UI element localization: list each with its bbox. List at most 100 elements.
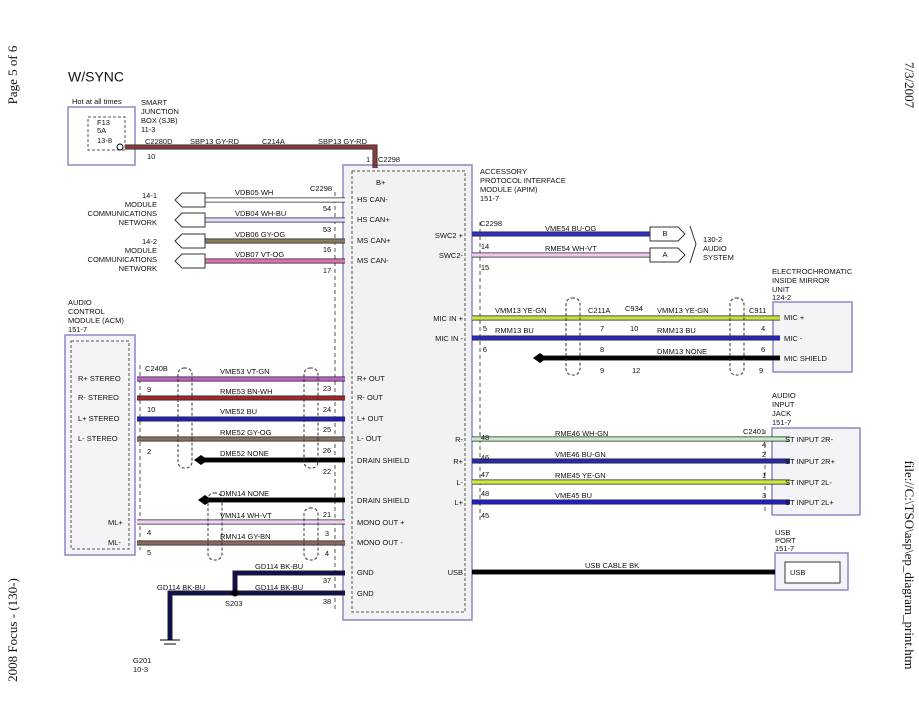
pin-number: 26 xyxy=(323,446,331,455)
label: NETWORK xyxy=(119,264,157,273)
label: ELECTROCHROMATIC xyxy=(772,267,853,276)
pin-label: R- OUT xyxy=(357,393,383,402)
label: C2401 xyxy=(743,427,765,436)
acm-inner xyxy=(70,340,130,550)
label: 151-7 xyxy=(480,194,499,203)
pin-number: 1 xyxy=(762,471,766,480)
bracket xyxy=(689,225,697,264)
connector-label: B xyxy=(662,229,667,238)
pin-label: MONO OUT - xyxy=(357,538,403,547)
label: SMART xyxy=(141,98,168,107)
pin-number: 54 xyxy=(323,204,331,213)
network-connector xyxy=(174,212,206,228)
label: MODULE xyxy=(125,200,157,209)
pin-number: 8 xyxy=(600,345,604,354)
wire-label: VMN14 WH-VT xyxy=(220,511,272,520)
pin-number: 2 xyxy=(762,450,766,459)
shield xyxy=(565,297,581,376)
margin-vehicle: 2008 Focus - (130-) xyxy=(5,578,20,682)
margin-date: 7/3/2007 xyxy=(902,62,917,109)
pin-number: 4 xyxy=(761,324,765,333)
wire-label: VDB07 VT-OG xyxy=(235,250,284,259)
wire-label: GD114 BK-BU xyxy=(157,583,205,592)
shield xyxy=(303,367,319,469)
pin-number: 17 xyxy=(323,266,331,275)
wire-label: RME54 WH-VT xyxy=(545,244,597,253)
wire-outline xyxy=(125,144,378,168)
pin-label: ST INPUT 2L- xyxy=(785,478,832,487)
pin-label: L+ STEREO xyxy=(78,414,120,423)
pin-number: 4 xyxy=(147,528,151,537)
wire-label: VME53 VT-GN xyxy=(220,367,270,376)
sjb-box xyxy=(67,106,136,166)
pin-number: 45 xyxy=(481,511,489,520)
pin-label: MIC SHIELD xyxy=(784,354,828,363)
pin-number: 12 xyxy=(632,366,640,375)
label: 1 xyxy=(366,155,370,164)
pin-number: 16 xyxy=(323,245,331,254)
shield xyxy=(303,507,319,561)
label: 130-2 xyxy=(703,235,722,244)
splice-dot xyxy=(231,589,239,597)
label: C934 xyxy=(625,304,643,313)
pin-label: HS CAN- xyxy=(357,195,388,204)
shield-end xyxy=(533,353,547,363)
pin-label: SWC2- xyxy=(439,251,464,260)
shield xyxy=(207,492,223,561)
wire-label: VME46 BU-GN xyxy=(555,450,606,459)
label: 10 xyxy=(147,152,155,161)
label: BOX (SJB) xyxy=(141,116,178,125)
pin-number: 15 xyxy=(481,263,489,272)
pin-label: L- OUT xyxy=(357,434,382,443)
label: F13 xyxy=(97,118,110,127)
pin-number: 7 xyxy=(600,324,604,333)
pin-number: 4 xyxy=(325,549,329,558)
label: 13-8 xyxy=(97,136,112,145)
label: AUDIO xyxy=(703,244,727,253)
wire-label: GD114 BK-BU xyxy=(255,562,303,571)
pin-number: 3 xyxy=(325,529,329,538)
pin-number: 23 xyxy=(323,384,331,393)
pin-label: SWC2 + xyxy=(435,231,464,240)
wire-label: VME45 BU xyxy=(555,491,592,500)
acm-box xyxy=(64,334,136,556)
pin-number: 14 xyxy=(481,242,489,251)
pin-number: 25 xyxy=(323,425,331,434)
label: AUDIO xyxy=(772,391,796,400)
pin-label: MS CAN- xyxy=(357,256,389,265)
pin-label: R+ OUT xyxy=(357,374,385,383)
wire-label: DMM13 NONE xyxy=(657,347,707,356)
label: C211A xyxy=(588,306,610,315)
pin-label: MIC IN + xyxy=(433,314,463,323)
wire-label: GD114 BK-BU xyxy=(255,583,303,592)
pin-label: L- xyxy=(456,478,463,487)
pin-number: 53 xyxy=(323,225,331,234)
label: C2298 xyxy=(310,184,332,193)
label: COMMUNICATIONS xyxy=(88,255,157,264)
diagram-title: W/SYNC xyxy=(68,69,124,85)
pin-label: L+ OUT xyxy=(357,414,384,423)
wire-label: USB CABLE BK xyxy=(585,561,639,570)
pin-number: 9 xyxy=(147,385,151,394)
pin-number: 5 xyxy=(483,324,487,333)
label: INSIDE MIRROR xyxy=(772,276,830,285)
wire-label: RME45 YE-GN xyxy=(555,471,606,480)
label: 151-7 xyxy=(775,544,794,553)
label: 14-2 xyxy=(142,237,157,246)
wire xyxy=(168,591,345,640)
network-connector xyxy=(174,192,206,208)
pin-number: 6 xyxy=(761,345,765,354)
pin-label: L+ xyxy=(454,498,463,507)
pin-label: ST INPUT 2R- xyxy=(785,435,834,444)
pin-label: USB xyxy=(790,568,805,577)
pin-number: 6 xyxy=(483,345,487,354)
wire-label: VMM13 YE-GN xyxy=(657,306,709,315)
pin-number: 37 xyxy=(323,576,331,585)
wire-label: VDB04 WH-BU xyxy=(235,209,286,218)
pin-label: MS CAN+ xyxy=(357,236,391,245)
label: 5A xyxy=(97,126,106,135)
shield-end xyxy=(198,495,212,505)
pin-label: R- xyxy=(455,435,463,444)
wire-label: VMM13 YE-GN xyxy=(495,306,547,315)
